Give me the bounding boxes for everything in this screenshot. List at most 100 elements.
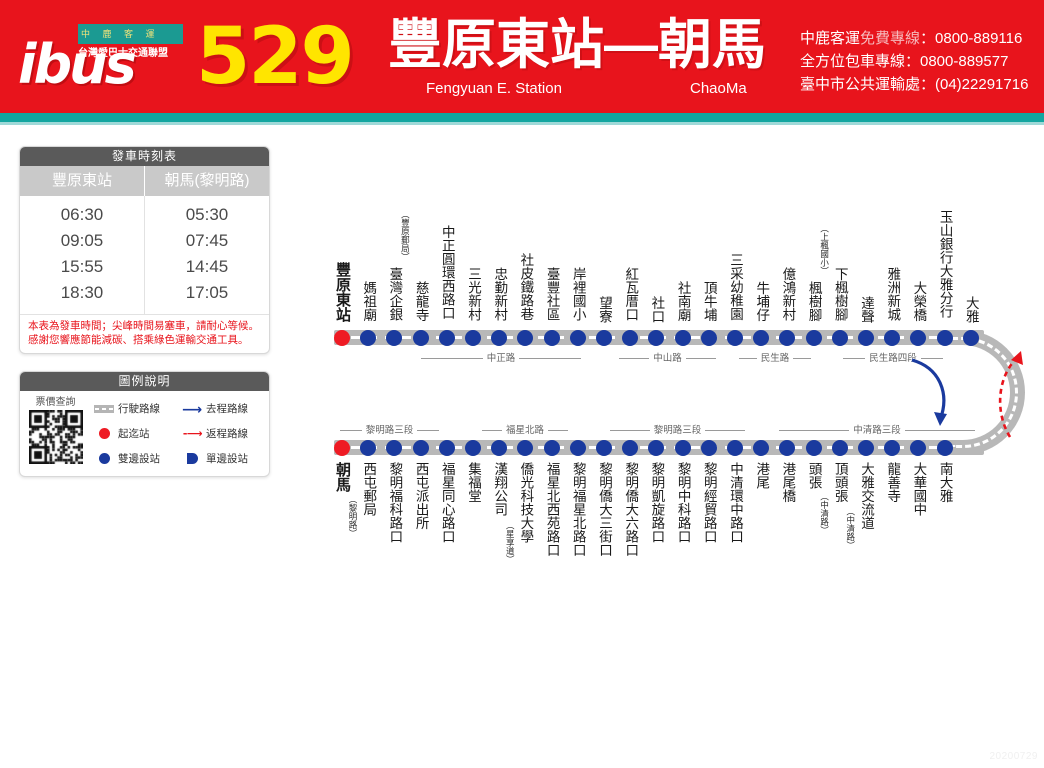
stop-dot[interactable] [569, 440, 586, 456]
qr-code-icon[interactable] [28, 410, 83, 464]
road-name-label: 黎明路三段 [322, 422, 457, 436]
stop-dot[interactable] [910, 330, 927, 346]
timetable-title: 發車時刻表 [20, 147, 269, 166]
logo-band-text: 中 鹿 客 運 [81, 29, 160, 39]
departure-time: 09:05 [60, 231, 104, 250]
stop-dot[interactable] [517, 330, 534, 346]
stop-dot[interactable] [936, 330, 953, 346]
departure-time: 14:45 [185, 257, 229, 276]
legend-item: 雙邊設站 [93, 451, 181, 466]
legend-body: 票價查詢 行駛路線 ⟶ 去程路線 起迄站 ⁃⟶ 返程路線 雙邊設站 單邊設站 [20, 391, 269, 474]
stop-dot[interactable] [884, 440, 901, 456]
stop-dot[interactable] [386, 440, 403, 456]
stop-dot[interactable] [412, 330, 429, 346]
page-header: 中 鹿 客 運 ibus 台灣愛巴士交通聯盟 529 豐原東站—朝馬 Fengy… [0, 0, 1044, 113]
stop-label: 紅瓦厝口 [623, 267, 639, 322]
terminus-stop-dot[interactable] [334, 330, 350, 346]
stop-dot[interactable] [465, 330, 481, 346]
stop-dot[interactable] [438, 330, 455, 346]
stop-dot[interactable] [727, 330, 743, 346]
fare-qr-block: 票價查詢 [20, 396, 91, 474]
stop-dot[interactable] [622, 330, 639, 346]
legend-item: ⁃⟶ 返程路線 [181, 426, 269, 441]
stop-dot[interactable] [491, 330, 508, 346]
stop-dot[interactable] [412, 440, 429, 456]
stop-dot[interactable] [596, 440, 612, 456]
stop-dot[interactable] [491, 440, 508, 456]
stop-label: 楓樹腳 [806, 281, 822, 322]
stop-dot[interactable] [884, 330, 901, 346]
stop-dot[interactable] [360, 330, 377, 346]
stop-dot[interactable] [805, 440, 822, 456]
terminus-stop-dot[interactable] [334, 440, 350, 456]
stop-dot[interactable] [543, 330, 560, 346]
stop-dot[interactable] [674, 330, 691, 346]
stop-label: 大榮橋 [911, 281, 927, 322]
stop-dot[interactable] [360, 440, 377, 456]
road-name-label: 民生路四段 [818, 350, 968, 364]
stop-dot[interactable] [700, 330, 717, 346]
stop-label: 牛埔仔 [754, 281, 770, 322]
stop-label: 社南廟 [675, 281, 691, 322]
contact-line: 中鹿客運免費專線：0800-889116 [800, 30, 1023, 47]
stop-dot[interactable] [648, 440, 665, 456]
route-destination-english: ChaoMa [690, 80, 747, 97]
stop-dot[interactable] [727, 440, 743, 456]
stop-dot[interactable] [569, 330, 586, 346]
stop-sub-label: （中清路） [845, 506, 856, 550]
legend-item: 起迄站 [93, 426, 181, 441]
stop-dot[interactable] [753, 330, 770, 346]
departure-time: 06:30 [60, 205, 104, 224]
stop-dot[interactable] [779, 330, 796, 346]
stop-dot[interactable] [543, 440, 560, 456]
stop-label: 黎明經貿路口 [701, 462, 717, 543]
road-name-label: 中正路 [396, 350, 606, 364]
stop-dot[interactable] [910, 440, 927, 456]
half-dot-icon [181, 453, 203, 464]
stop-label: 港尾橋 [780, 462, 796, 503]
stop-dot[interactable] [779, 440, 796, 456]
stop-label: 朝馬 [334, 462, 351, 492]
stop-dot[interactable] [648, 330, 665, 346]
stop-dot[interactable] [831, 330, 848, 346]
legend-items: 行駛路線 ⟶ 去程路線 起迄站 ⁃⟶ 返程路線 雙邊設站 單邊設站 [91, 396, 269, 474]
stop-sub-label: （豐原郵局） [400, 210, 411, 261]
stop-sub-label: （中清路） [819, 492, 830, 535]
stop-sub-label: （黎明路） [348, 495, 358, 538]
road-name-label: 中清路三段 [752, 422, 1002, 436]
stop-label: 臺灣企銀 [387, 267, 403, 322]
stop-dot[interactable] [936, 440, 953, 456]
arrow-right-red-dashed-icon: ⁃⟶ [182, 427, 202, 440]
outbound-direction-arrow-icon [911, 358, 947, 426]
stop-dot[interactable] [386, 330, 403, 346]
stop-dot[interactable] [831, 440, 848, 456]
stop-label: 漢翔公司 [492, 462, 508, 516]
stop-dot[interactable] [753, 440, 770, 456]
stop-dot[interactable] [858, 440, 874, 456]
timetable-column-headers: 豐原東站 朝馬(黎明路) [20, 166, 269, 196]
stop-label: 港尾 [754, 462, 770, 489]
stop-dot[interactable] [465, 440, 481, 456]
logo-wordmark: ibus [18, 33, 137, 96]
timetable-body: 06:30 09:05 15:55 18:30 05:30 07:45 14:45 17:05 [20, 196, 269, 314]
stop-dot[interactable] [596, 330, 612, 346]
stop-dot[interactable] [517, 440, 534, 456]
stop-label: 媽祖廟 [361, 281, 377, 322]
route-title: 豐原東站—朝馬 Fengyuan E. Station ChaoMa [388, 14, 798, 97]
ibus-logo: 中 鹿 客 運 ibus 台灣愛巴士交通聯盟 [18, 20, 183, 95]
stop-label: 三采幼稚園 [728, 253, 743, 321]
legend-item-label: 雙邊設站 [118, 453, 160, 465]
stop-dot[interactable] [962, 330, 979, 346]
stop-dot[interactable] [805, 330, 822, 346]
stop-dot[interactable] [674, 440, 691, 456]
logo-subtitle: 台灣愛巴士交通聯盟 [78, 48, 168, 59]
stop-dot[interactable] [858, 330, 874, 346]
stop-sub-label: （上楓國小） [819, 224, 830, 276]
legend-item-label: 起迄站 [118, 428, 150, 440]
stop-label: 黎明福星北路口 [570, 462, 586, 557]
stop-dot[interactable] [622, 440, 639, 456]
stop-dot[interactable] [438, 440, 455, 456]
stop-dot[interactable] [700, 440, 717, 456]
stop-label: 豐原東站 [334, 262, 351, 322]
stop-label: 西屯派出所 [413, 462, 429, 530]
